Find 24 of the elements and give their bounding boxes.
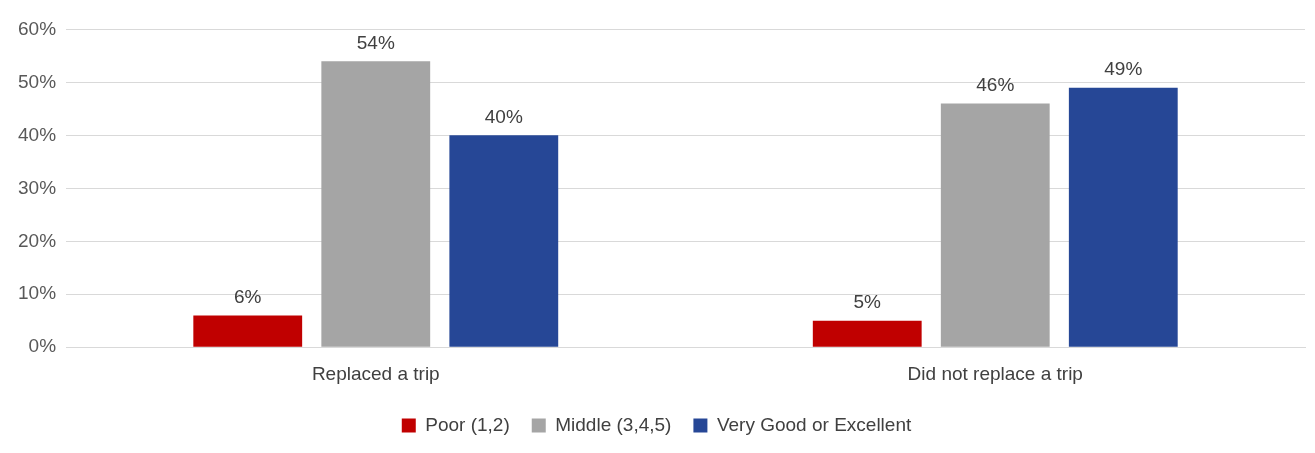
y-tick-label: 0% — [28, 335, 57, 357]
data-label: 49% — [1104, 58, 1143, 80]
bar — [449, 135, 559, 347]
bar — [193, 315, 303, 347]
y-tick-label: 40% — [18, 123, 57, 145]
data-label: 6% — [234, 286, 262, 308]
legend-label: Middle (3,4,5) — [555, 413, 672, 435]
data-label: 5% — [853, 291, 882, 313]
data-label: 54% — [356, 31, 395, 53]
y-tick-label: 50% — [18, 70, 57, 92]
y-tick-label: 20% — [18, 229, 57, 251]
y-tick-label: 60% — [18, 17, 57, 39]
data-label: 46% — [976, 74, 1015, 96]
y-tick-label: 30% — [18, 176, 57, 198]
x-tick-label: Replaced a trip — [311, 362, 440, 384]
bar — [940, 103, 1050, 347]
bar — [321, 61, 431, 347]
bar — [812, 320, 922, 347]
bar — [1068, 87, 1178, 347]
legend-label: Very Good or Excellent — [716, 413, 912, 435]
legend-label: Poor (1,2) — [425, 413, 510, 435]
data-label: 40% — [484, 106, 523, 128]
x-tick-label: Did not replace a trip — [907, 362, 1083, 384]
y-tick-label: 10% — [18, 282, 57, 304]
